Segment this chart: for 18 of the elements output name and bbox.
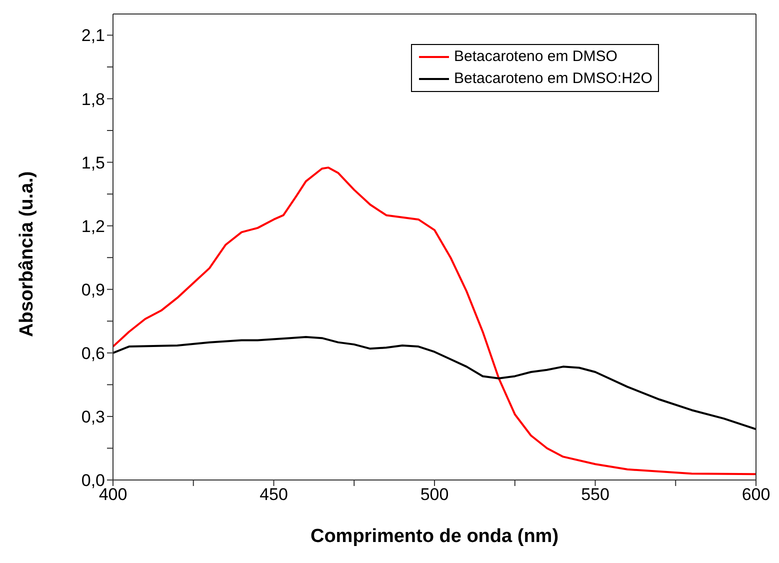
x-tick-label: 400 [98, 485, 128, 504]
line-series [113, 166, 756, 476]
y-tick-label: 1,2 [81, 216, 105, 236]
y-tick-label: 0,3 [81, 407, 105, 426]
x-tick-label: 600 [742, 485, 770, 504]
x-tick-label: 450 [260, 485, 288, 504]
y-tick-label: 0,9 [81, 280, 105, 300]
x-tick-label: 500 [420, 485, 449, 504]
y-tick-label: 0,6 [81, 344, 105, 363]
y-tick-label: 1,8 [81, 90, 105, 109]
y-tick-label: 2,1 [81, 26, 105, 46]
y-axis-title: Absorbância (u.a.) [16, 171, 38, 337]
x-tick-label: 550 [581, 485, 610, 504]
legend-label: Betacaroteno em DMSO:H2O [454, 69, 652, 89]
y-tick-label: 1,5 [81, 153, 105, 172]
x-axis-title: Comprimento de onda (nm) [310, 526, 559, 547]
legend-label: Betacaroteno em DMSO [454, 47, 618, 67]
line-series [113, 336, 756, 430]
